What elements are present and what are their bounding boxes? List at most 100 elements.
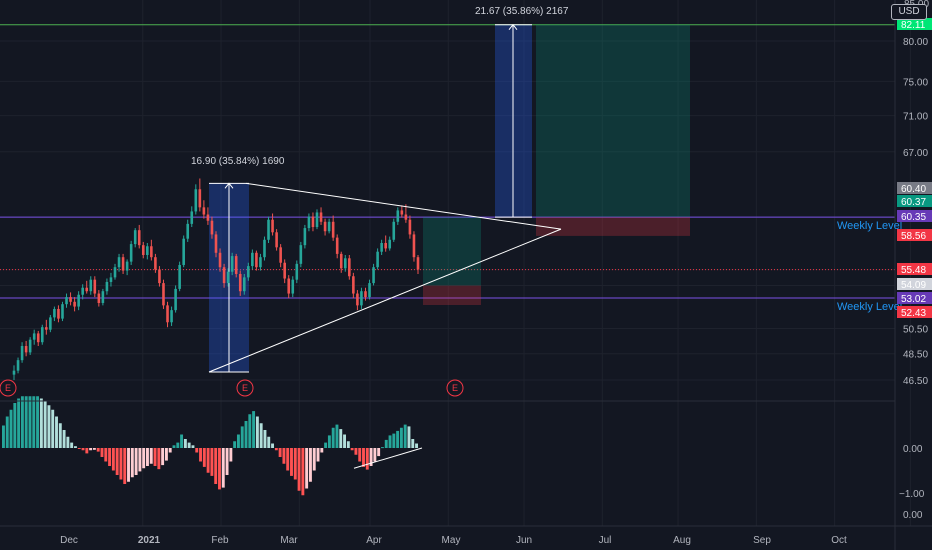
candle-body bbox=[137, 230, 141, 246]
histogram-bar bbox=[100, 448, 104, 457]
histogram-bar bbox=[312, 448, 316, 471]
histogram-bar bbox=[392, 433, 396, 448]
histogram-bar bbox=[127, 448, 130, 482]
histogram-bar bbox=[13, 403, 17, 448]
candle-body bbox=[45, 327, 48, 330]
histogram-bar bbox=[62, 430, 66, 448]
candle-body bbox=[218, 252, 222, 268]
histogram-bar bbox=[142, 448, 146, 469]
candle-body bbox=[271, 219, 274, 233]
histogram-bar bbox=[255, 416, 259, 448]
candle-body bbox=[178, 264, 181, 289]
candle-body bbox=[400, 210, 404, 215]
candle-body bbox=[65, 297, 68, 305]
histogram bbox=[2, 396, 423, 496]
candle-body bbox=[85, 287, 89, 292]
currency-button[interactable]: USD bbox=[891, 4, 927, 20]
histogram-bar bbox=[286, 448, 290, 471]
earnings-marker-2[interactable]: E bbox=[236, 379, 254, 397]
histogram-bar bbox=[399, 427, 403, 448]
candle-body bbox=[380, 243, 383, 252]
price-axis[interactable]: 46.50 48.50 50.50 67.00 71.00 75.00 80.00 0.00 −… bbox=[899, 37, 928, 521]
time-tick-label: Dec bbox=[60, 535, 78, 546]
svg-text:54.09: 54.09 bbox=[901, 280, 926, 291]
histogram-bar bbox=[339, 429, 343, 448]
svg-text:82.11: 82.11 bbox=[901, 20, 926, 31]
candle-body bbox=[315, 212, 319, 228]
histogram-bar bbox=[229, 448, 233, 462]
candle-body bbox=[28, 339, 32, 353]
candle-body bbox=[117, 257, 121, 268]
price-tag-target: 82.11 bbox=[897, 18, 932, 31]
candle-body bbox=[20, 346, 24, 361]
histogram-bar bbox=[39, 398, 43, 448]
candle-body bbox=[255, 252, 258, 268]
price-tick-label: 46.50 bbox=[903, 376, 928, 387]
histogram-bar bbox=[191, 445, 195, 448]
candle-body bbox=[77, 294, 80, 307]
measure-arrowhead-1 bbox=[224, 182, 234, 189]
histogram-bar bbox=[66, 436, 70, 448]
histogram-bar bbox=[134, 448, 138, 475]
candle-body bbox=[247, 266, 250, 278]
candle-body bbox=[287, 278, 291, 294]
candle-body bbox=[194, 189, 198, 212]
price-tag-current: 55.48 bbox=[897, 263, 932, 276]
time-axis[interactable]: Dec 2021 Feb Mar Apr May Jun Jul Aug Sep Oct bbox=[60, 535, 847, 546]
histogram-bar bbox=[377, 448, 381, 457]
histogram-bar bbox=[388, 435, 392, 448]
histogram-trendline bbox=[353, 447, 423, 469]
histogram-bar bbox=[335, 424, 339, 448]
drawings[interactable] bbox=[208, 182, 562, 373]
candle-body bbox=[396, 210, 400, 222]
histogram-bar bbox=[89, 448, 93, 451]
candle-body bbox=[323, 221, 327, 232]
candle-body bbox=[376, 251, 379, 268]
earnings-marker-3[interactable]: E bbox=[446, 379, 464, 397]
candle-body bbox=[61, 304, 64, 319]
histogram-bar bbox=[9, 409, 13, 448]
histogram-bar bbox=[176, 442, 180, 448]
histogram-bar bbox=[403, 424, 407, 448]
histogram-bar bbox=[362, 448, 365, 467]
svg-text:E: E bbox=[242, 383, 248, 393]
candle-body bbox=[214, 234, 218, 253]
histogram-bar bbox=[74, 446, 77, 448]
candle-body bbox=[251, 252, 254, 267]
candle-body bbox=[125, 261, 129, 271]
earnings-marker-1[interactable]: E bbox=[0, 379, 17, 397]
candle-body bbox=[412, 234, 416, 258]
candles bbox=[12, 178, 420, 380]
candle-body bbox=[408, 219, 412, 235]
histogram-bar bbox=[415, 443, 419, 448]
candle-body bbox=[356, 293, 359, 306]
candle-body bbox=[36, 333, 40, 343]
histogram-bar bbox=[259, 423, 263, 448]
svg-text:E: E bbox=[452, 383, 458, 393]
svg-text:55.48: 55.48 bbox=[901, 265, 926, 276]
histogram-bar bbox=[77, 448, 81, 449]
candle-body bbox=[186, 223, 190, 239]
time-tick-label: Oct bbox=[831, 535, 847, 546]
candle-body bbox=[24, 346, 28, 353]
histogram-bar bbox=[119, 448, 123, 480]
histogram-bar bbox=[331, 427, 335, 448]
candle-body bbox=[259, 257, 262, 268]
hist-tick-label: −1.00 bbox=[899, 489, 925, 500]
histogram-bar bbox=[233, 441, 237, 448]
candle-body bbox=[368, 283, 371, 298]
time-tick-label: 2021 bbox=[138, 535, 161, 546]
triangle-upper-line bbox=[245, 182, 562, 230]
histogram-bar bbox=[161, 448, 165, 466]
price-tick-label: 75.00 bbox=[903, 77, 928, 88]
histogram-bar bbox=[2, 425, 5, 448]
histogram-bar bbox=[51, 409, 55, 448]
histogram-bar bbox=[293, 448, 297, 480]
histogram-bar bbox=[354, 448, 358, 455]
histogram-bar bbox=[381, 447, 384, 449]
candle-body bbox=[335, 237, 339, 254]
histogram-bar bbox=[146, 448, 149, 466]
svg-text:E: E bbox=[5, 383, 11, 393]
candle-body bbox=[141, 245, 145, 255]
